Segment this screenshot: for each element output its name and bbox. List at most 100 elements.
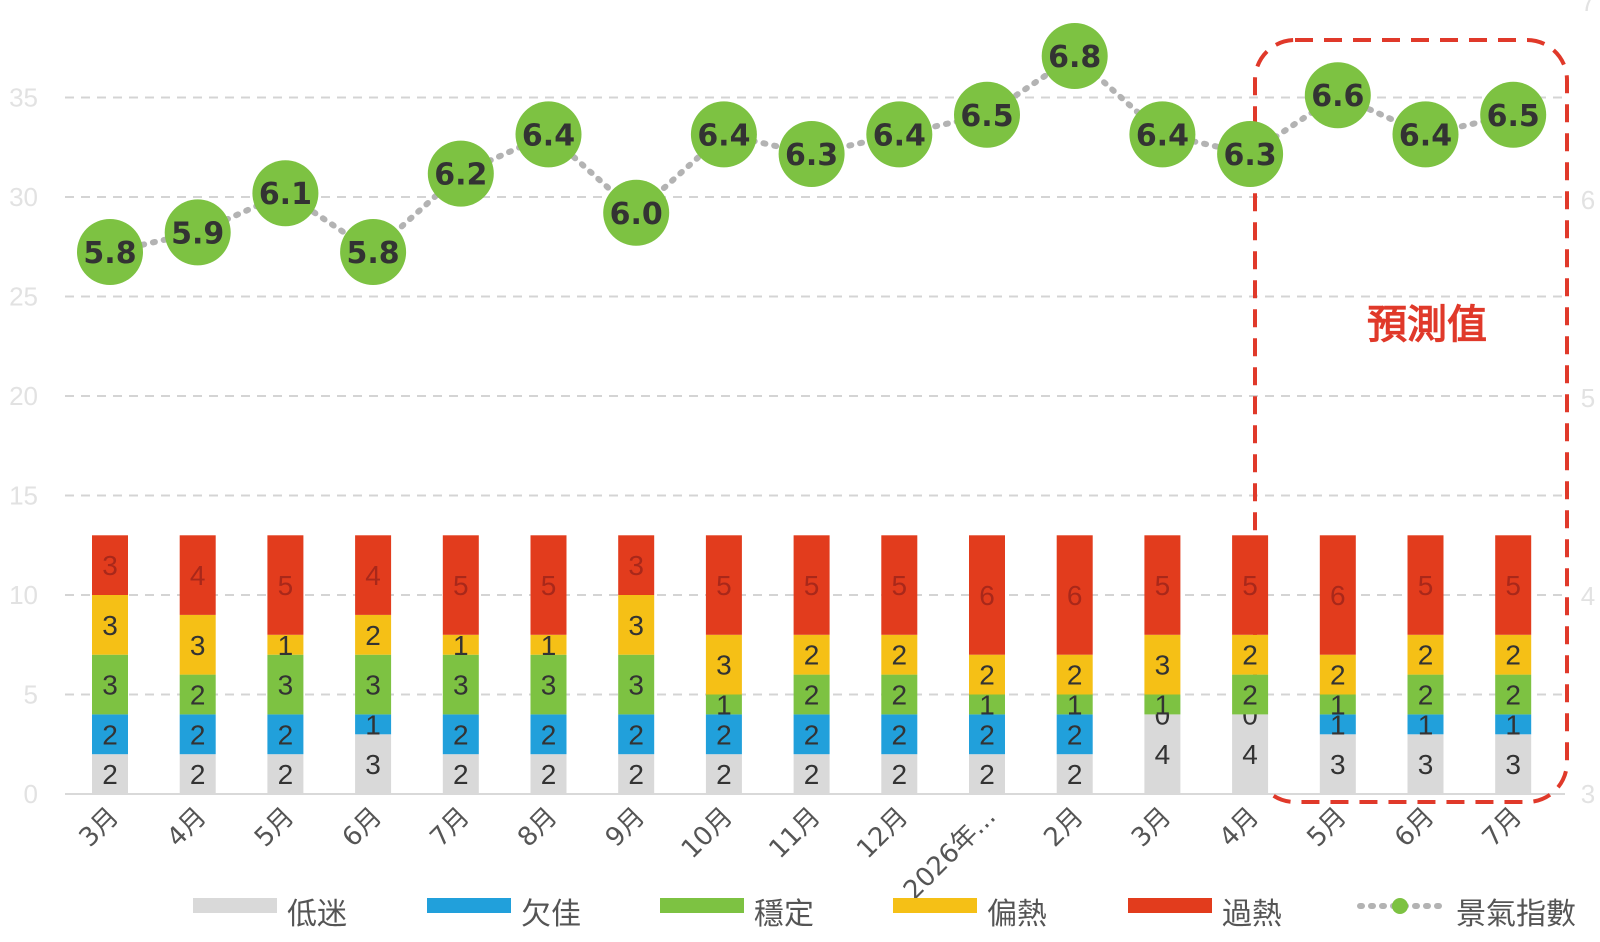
bar-value-label: 6 (1067, 580, 1083, 611)
bar-segment (881, 714, 918, 755)
index-point (1129, 101, 1196, 168)
bar-segment (793, 754, 830, 794)
bar-segment (618, 654, 655, 715)
bar-segment (92, 754, 128, 794)
bar-value-label: 2 (979, 719, 995, 750)
right-tick-label: 7 (1581, 0, 1595, 17)
legend-swatch (893, 898, 977, 913)
bar-value-label: 4 (190, 560, 206, 591)
category-label: 10月 (676, 802, 739, 865)
bar-segment (530, 634, 567, 655)
bar-value-label: 5 (278, 570, 294, 601)
bar-segment (1407, 634, 1444, 675)
index-value-label: 6.6 (1311, 79, 1364, 114)
stacked-bars: 2233322234223153132422315223152233322135… (92, 535, 1532, 794)
bar-value-label: 2 (190, 719, 206, 750)
bar-value-label: 2 (892, 680, 908, 711)
category-label: 5月 (1301, 802, 1352, 853)
bar-value-label: 1 (1067, 689, 1083, 720)
bar-value-label: 2 (628, 759, 644, 790)
bar-value-label: 3 (453, 670, 469, 701)
category-label: 5月 (249, 802, 300, 853)
index-value-label: 6.3 (785, 138, 838, 173)
bar-value-label: 2 (979, 660, 995, 691)
legend-label: 偏熱 (987, 897, 1047, 932)
bar-value-label: 5 (453, 570, 469, 601)
category-label: 11月 (764, 802, 827, 865)
bar-value-label: 2 (1505, 680, 1521, 711)
category-label: 7月 (424, 802, 475, 853)
bar-segment (1056, 694, 1093, 715)
bar-segment (1495, 674, 1532, 715)
bar-segment (179, 714, 216, 755)
bar-value-label: 2 (1505, 640, 1521, 671)
bar-segment (92, 595, 128, 655)
bar-segment (442, 754, 479, 794)
bar-value-label: 5 (1242, 570, 1258, 601)
bar-value-label: 3 (1330, 749, 1346, 780)
bar-value-label: 1 (979, 689, 995, 720)
bar-value-label: 2 (716, 759, 732, 790)
bar-segment (530, 754, 567, 794)
bar-value-label: 5 (1505, 570, 1521, 601)
index-point (340, 219, 407, 285)
bar-segment (1056, 754, 1093, 794)
index-value-label: 6.4 (1136, 118, 1189, 153)
left-tick-label: 0 (24, 779, 38, 809)
legend-swatch (427, 898, 511, 913)
index-point (954, 81, 1020, 148)
bar-value-label: 3 (278, 670, 294, 701)
index-value-label: 6.4 (522, 118, 575, 153)
bar-segment (793, 634, 830, 675)
legend-swatch (1128, 898, 1212, 913)
bar-segment (1407, 714, 1444, 735)
index-point (1392, 101, 1459, 168)
index-value-label: 6.5 (1487, 99, 1540, 134)
bar-segment (355, 654, 392, 715)
bar-segment (618, 754, 655, 794)
bar-segment (1144, 714, 1181, 794)
bar-value-label: 2 (1418, 640, 1434, 671)
bar-segment (793, 714, 830, 755)
index-point (1041, 23, 1108, 89)
bar-value-label: 5 (804, 570, 820, 601)
index-point (164, 199, 231, 266)
bar-segment (1495, 734, 1532, 794)
bar-segment (881, 634, 918, 675)
bar-segment (1144, 634, 1181, 695)
bar-segment (1407, 535, 1444, 635)
bar-segment (1495, 714, 1532, 735)
category-label: 9月 (600, 802, 651, 853)
category-label: 2月 (1038, 802, 1089, 853)
left-tick-label: 25 (9, 282, 38, 312)
index-point (778, 121, 845, 187)
bar-value-label: 2 (892, 640, 908, 671)
bar-value-label: 2 (804, 680, 820, 711)
bar-value-label: 2 (804, 640, 820, 671)
bar-value-label: 2 (365, 620, 381, 651)
bar-segment (530, 714, 567, 755)
bar-value-label: 2 (1330, 660, 1346, 691)
index-point (1304, 62, 1371, 129)
bar-segment (1232, 714, 1269, 794)
index-point (1480, 81, 1547, 148)
bar-segment (442, 535, 479, 635)
left-tick-label: 15 (9, 481, 38, 511)
bar-value-label: 1 (1330, 709, 1346, 740)
bar-value-label: 1 (1330, 689, 1346, 720)
bar-segment (969, 654, 1005, 695)
bar-segment (92, 714, 128, 755)
bar-segment (1144, 694, 1181, 715)
bar-value-label: 3 (190, 630, 206, 661)
legend-label: 穩定 (754, 897, 814, 932)
bar-segment (92, 654, 128, 715)
bar-value-label: 1 (1155, 689, 1171, 720)
bar-segment (705, 714, 742, 755)
bar-value-label: 1 (716, 689, 732, 720)
bar-value-label: 2 (102, 759, 118, 790)
bar-segment (1319, 535, 1356, 655)
bar-segment (1232, 535, 1269, 635)
left-tick-label: 35 (9, 83, 38, 113)
bar-segment (969, 754, 1005, 794)
bar-segment (530, 654, 567, 715)
